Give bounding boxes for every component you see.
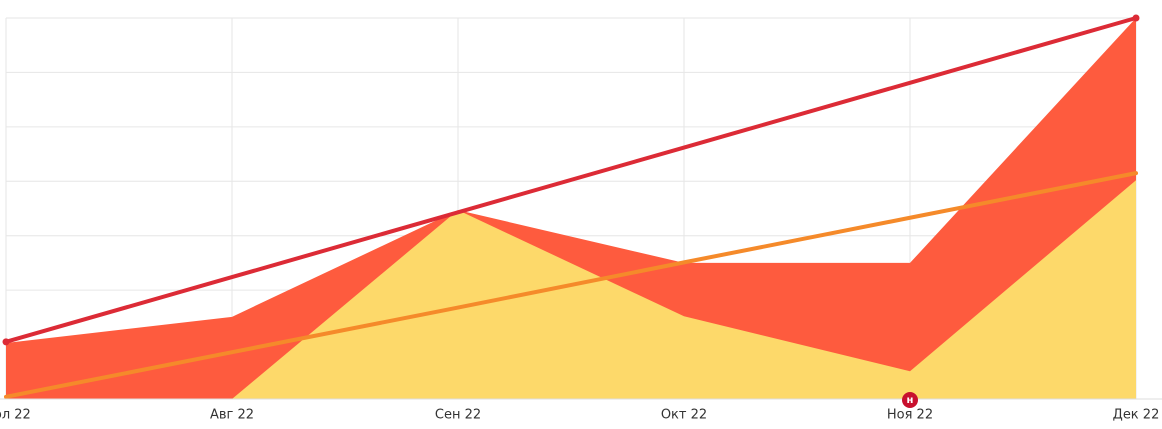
x-tick-label: Авг 22 — [210, 408, 254, 423]
x-tick-label: Дек 22 — [1113, 408, 1160, 423]
trend-line — [4, 171, 1138, 399]
area — [6, 18, 1136, 399]
annotation-text: н — [907, 395, 914, 406]
x-tick-label: Окт 22 — [661, 408, 707, 423]
line-point — [1132, 14, 1140, 22]
x-tick-label: Сен 22 — [435, 408, 481, 423]
trend-line — [4, 16, 1138, 344]
annotation-badge — [902, 392, 918, 408]
x-tick-label: Ноя 22 — [887, 408, 933, 423]
line-point — [2, 338, 10, 346]
x-tick-label: Июл 22 — [0, 408, 31, 423]
area — [6, 180, 1136, 399]
